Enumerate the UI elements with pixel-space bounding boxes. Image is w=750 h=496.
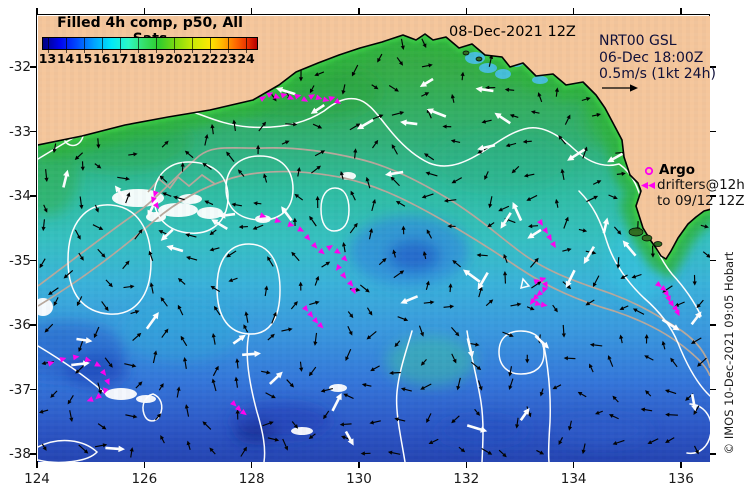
colorbar-tick-label: 22 (201, 51, 219, 66)
reference-vector-arrow (602, 84, 638, 92)
y-axis-tick-left (29, 388, 36, 391)
colorbar-tick-mark (173, 38, 175, 53)
y-axis-tick-right (709, 388, 716, 391)
vector-scale-label: 0.5m/s (1kt 24h) (599, 66, 716, 82)
drifters-legend-label: drifters@12h (657, 177, 745, 193)
colorbar-tick-label: 17 (110, 51, 129, 66)
y-axis-tick-right (709, 453, 716, 455)
y-axis-tick-right (709, 195, 716, 197)
x-axis-tick-bottom (358, 461, 360, 468)
imos-credit: © IMOS 10-Dec-2021 09:05 Hobart (722, 251, 736, 455)
model-time: 06-Dec 18:00Z (599, 49, 704, 66)
y-axis-label: -38 (8, 446, 31, 462)
colorbar-tick-label: 21 (183, 51, 201, 66)
drifter-marker-icon (641, 182, 655, 189)
y-axis-label: -36 (8, 317, 31, 333)
x-axis-label: 124 (24, 471, 50, 487)
colorbar-tick-label: 24 (237, 51, 255, 66)
x-axis-label: 132 (453, 471, 480, 487)
x-axis-tick-top (572, 7, 575, 14)
map-overlay-svg (37, 15, 710, 462)
y-axis-tick-left (29, 453, 36, 455)
colorbar-tick-label: 19 (147, 51, 165, 66)
x-axis-tick-bottom (572, 461, 575, 468)
colorbar-tick-mark (209, 38, 211, 53)
colorbar-tick-label: 16 (92, 51, 111, 66)
x-axis-tick-top (358, 7, 360, 14)
colorbar-tick-mark (155, 38, 157, 53)
colorbar-tick-mark (191, 38, 193, 53)
x-axis-tick-bottom (36, 461, 38, 468)
model-name: NRT00 GSL (599, 33, 677, 49)
colorbar-tick-label: 18 (129, 51, 147, 66)
x-axis-tick-top (465, 7, 467, 14)
drifter-tracks (46, 91, 680, 415)
y-axis-tick-right (709, 130, 716, 133)
y-axis-tick-left (29, 130, 36, 133)
y-axis-tick-right (709, 324, 716, 326)
x-axis-tick-bottom (250, 461, 253, 468)
colorbar-tick-mark (119, 38, 121, 53)
y-axis-label: -33 (8, 123, 31, 140)
x-axis-label: 128 (238, 471, 265, 487)
x-axis-tick-bottom (143, 461, 146, 468)
x-axis-tick-bottom (680, 461, 682, 468)
colorbar-tick-mark (137, 38, 139, 53)
y-axis-label: -32 (8, 59, 31, 75)
y-axis-tick-left (29, 324, 36, 326)
x-axis-tick-bottom (465, 461, 467, 468)
colorbar-tick-mark (228, 38, 229, 53)
x-axis-tick-top (36, 7, 38, 14)
colorbar-tick-mark (246, 38, 248, 53)
gray-contours (37, 146, 710, 376)
colorbar-tick-mark (83, 38, 85, 53)
x-axis-tick-top (250, 7, 253, 14)
model-info-block: NRT00 GSL 06-Dec 18:00Z 0.5m/s (1kt 24h) (599, 33, 716, 83)
colorbar-tick-label: 20 (165, 51, 183, 66)
y-axis-tick-left (29, 259, 36, 262)
land (37, 15, 710, 260)
drifters-legend-label2: to 09/12 12Z (657, 193, 745, 209)
white-current-vectors (61, 77, 702, 452)
colorbar (42, 37, 258, 50)
colorbar-tick-label: 14 (56, 51, 75, 66)
colorbar-tick-mark (47, 38, 49, 53)
y-axis-tick-left (29, 195, 36, 197)
colorbar-tick-label: 13 (38, 51, 57, 66)
argo-legend-label: Argo (659, 162, 696, 178)
y-axis-tick-right (709, 259, 716, 262)
colorbar-tick-mark (65, 38, 67, 53)
y-axis-label: -37 (8, 381, 31, 398)
x-axis-tick-top (143, 7, 146, 14)
black-current-vectors (38, 38, 710, 458)
argo-marker-icon (644, 166, 654, 176)
colorbar-tick-label: 15 (74, 51, 93, 66)
y-axis-tick-right (709, 66, 716, 68)
x-axis-label: 130 (346, 471, 372, 487)
colorbar-tick-label: 23 (219, 51, 237, 66)
colorbar-tick-mark (101, 38, 103, 53)
x-axis-label: 134 (560, 471, 587, 487)
x-axis-label: 126 (131, 471, 158, 487)
y-axis-label: -35 (8, 252, 31, 269)
x-axis-tick-top (680, 7, 682, 14)
valid-time-label: 08-Dec-2021 12Z (449, 24, 576, 40)
y-axis-label: -34 (8, 188, 31, 204)
y-axis-tick-left (29, 66, 36, 68)
x-axis-label: 136 (668, 471, 694, 487)
